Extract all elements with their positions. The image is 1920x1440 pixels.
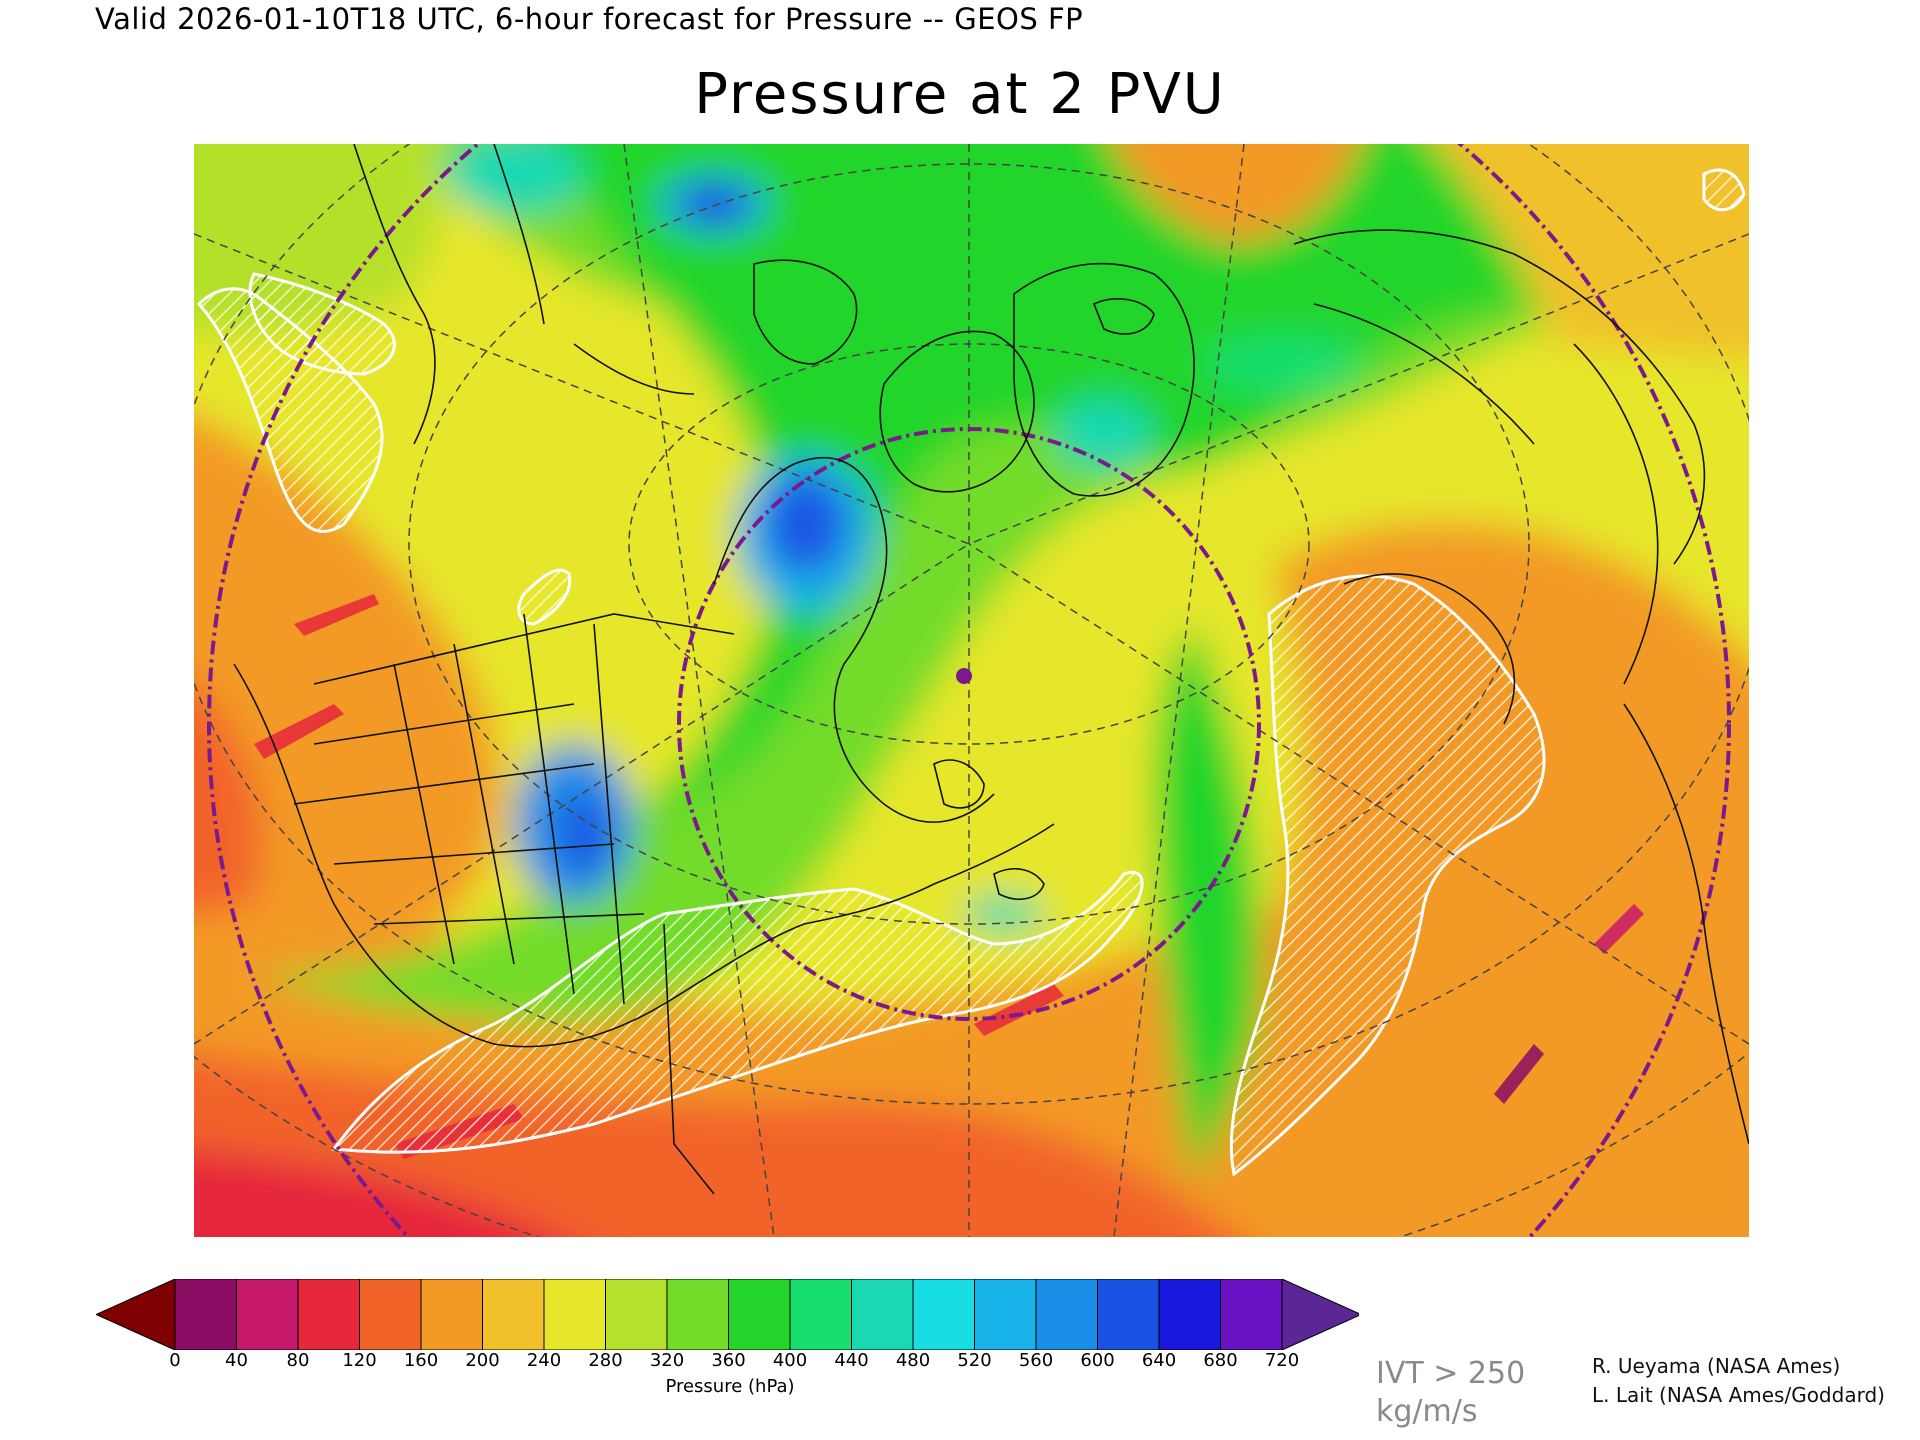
colorbar-title: Pressure (hPa): [665, 1376, 795, 1397]
colorbar-cell: [420, 1279, 483, 1350]
colorbar-tick-label: 200: [465, 1350, 500, 1371]
colorbar-cell: [1158, 1279, 1221, 1350]
colorbar-cell: [297, 1279, 360, 1350]
political-boundaries: [233, 144, 1749, 1195]
colorbar-tick-label: 0: [169, 1350, 181, 1371]
colorbar-cell: [236, 1279, 299, 1350]
credit-line2: L. Lait (NASA Ames/Goddard): [1592, 1383, 1885, 1407]
colorbar-tick-label: 560: [1018, 1350, 1054, 1371]
colorbar-cell: [605, 1279, 668, 1350]
colorbar-cell: [1035, 1279, 1098, 1350]
colorbar-tick-label: 400: [772, 1350, 808, 1371]
colorbar-cell: [1220, 1279, 1283, 1350]
colorbar-cell: [666, 1279, 729, 1350]
location-marker: [956, 668, 972, 684]
ivt-legend-line2: kg/m/s: [1376, 1394, 1478, 1429]
colorbar-tick-label: 520: [957, 1350, 992, 1371]
colorbar-tick-labels: 0 40 80 120 160 200 240 280 320 360 400 440 480 520 56…: [0, 1350, 1400, 1380]
colorbar-cell: [912, 1279, 975, 1350]
colorbar-cell: [851, 1279, 914, 1350]
colorbar-tick-label: 480: [895, 1350, 931, 1371]
colorbar-cell: [359, 1279, 422, 1350]
pressure-map: [194, 144, 1749, 1237]
colorbar-tick-label: 240: [526, 1350, 562, 1371]
ivt-hatched-regions: [196, 168, 1746, 1177]
reference-circles: [207, 144, 1731, 1237]
colorbar-cell: [1097, 1279, 1160, 1350]
colorbar-tick-label: 640: [1141, 1350, 1177, 1371]
colorbar-under-triangle: [96, 1279, 176, 1350]
colorbar-cell: [543, 1279, 606, 1350]
colorbar-tick-label: 40: [225, 1350, 248, 1371]
pressure-colorbar: [96, 1279, 1359, 1350]
colorbar-tick-label: 360: [711, 1350, 746, 1371]
colorbar-tick-label: 680: [1203, 1350, 1238, 1371]
colorbar-tick-label: 320: [649, 1350, 685, 1371]
colorbar-tick-label: 720: [1264, 1350, 1300, 1371]
colorbar-tick-label: 600: [1080, 1350, 1115, 1371]
pressure-field: [194, 144, 1749, 1237]
colorbar-tick-label: 120: [342, 1350, 377, 1371]
ivt-legend-line1: IVT > 250: [1376, 1356, 1526, 1391]
colorbar-cell: [174, 1279, 237, 1350]
graticule-lines: [194, 144, 1749, 1237]
colorbar-cell: [974, 1279, 1037, 1350]
colorbar-over-triangle: [1281, 1279, 1359, 1350]
colorbar-cell: [789, 1279, 852, 1350]
colorbar-cell: [728, 1279, 791, 1350]
map-title: Pressure at 2 PVU: [694, 62, 1226, 127]
colorbar-tick-label: 440: [834, 1350, 869, 1371]
colorbar-cell: [482, 1279, 545, 1350]
colorbar-tick-label: 280: [588, 1350, 623, 1371]
forecast-valid-time: Valid 2026-01-10T18 UTC, 6-hour forecast…: [95, 2, 1084, 36]
colorbar-tick-label: 160: [403, 1350, 439, 1371]
colorbar-tick-label: 80: [286, 1350, 310, 1371]
credit-line1: R. Ueyama (NASA Ames): [1592, 1354, 1841, 1378]
